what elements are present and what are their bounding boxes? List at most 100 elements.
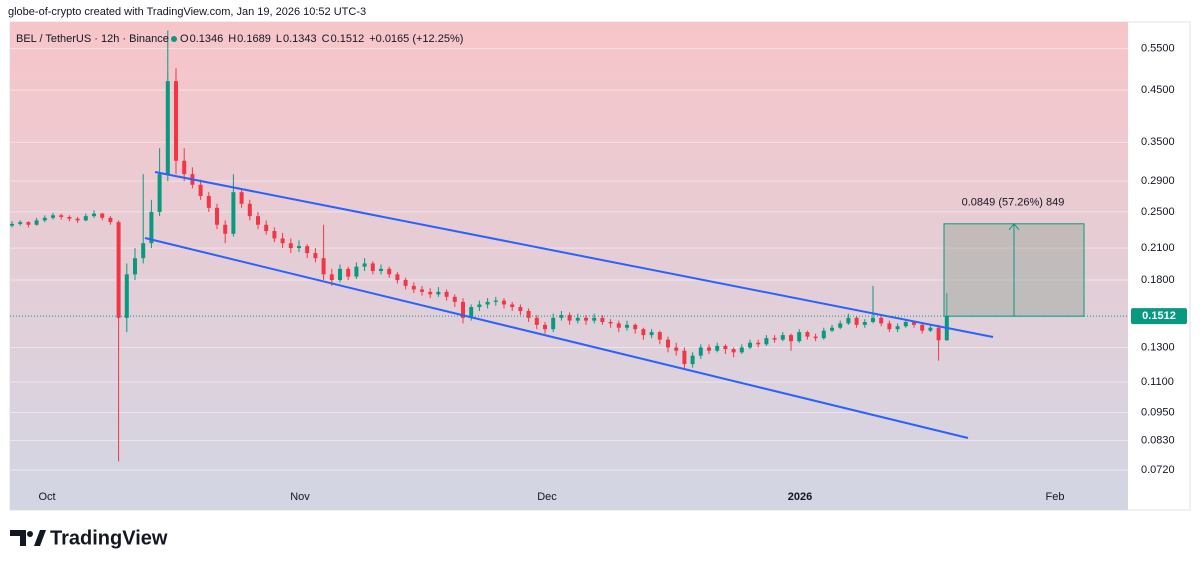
candle-body (51, 215, 55, 218)
candle-body (461, 301, 465, 318)
candle-body (854, 317, 859, 325)
candle-body (428, 291, 433, 295)
candle-body (182, 160, 187, 175)
legend-value: 0.1343 (283, 33, 317, 45)
candle-body (903, 322, 908, 327)
symbol: BEL / TetherUS · 12h · Binance (16, 33, 169, 45)
candle-body (362, 263, 367, 267)
x-tick-label: Dec (537, 491, 557, 503)
candle-body (493, 300, 498, 302)
candle-body (657, 332, 662, 340)
candle-body (534, 317, 539, 325)
candle-body (444, 291, 449, 297)
candle-body (157, 174, 162, 212)
measure-arrowhead (1008, 223, 1020, 231)
candle-body (502, 300, 506, 305)
candle-body (59, 215, 64, 217)
candle-body (165, 81, 170, 175)
grid (10, 47, 1128, 471)
candle-body (403, 280, 408, 286)
candle-body (288, 243, 293, 249)
candle-body (715, 345, 720, 351)
candle-body (764, 338, 769, 345)
channel-lower (144, 237, 969, 439)
candle-body (141, 243, 146, 259)
candle-body (34, 220, 39, 225)
x-tick-label: Feb (1046, 491, 1065, 503)
candle-body (928, 327, 933, 331)
brand-logo: TradingView (10, 527, 168, 549)
candle-body (108, 217, 113, 223)
candle-body (469, 307, 474, 318)
candle-body (92, 213, 96, 217)
candle-body (247, 203, 252, 217)
candle-body (395, 274, 400, 281)
candle-body (920, 324, 925, 331)
candle-body (149, 211, 154, 244)
last-price-label: 0.1512 (1142, 310, 1176, 322)
candle-body (223, 224, 228, 234)
candle-body (264, 224, 269, 232)
candle-body (936, 327, 941, 341)
candle-body (789, 335, 793, 342)
candle-body (370, 263, 375, 272)
legend-value: 0.1689 (237, 33, 271, 45)
candle-body (813, 336, 818, 339)
y-tick-label: 0.1800 (1141, 274, 1175, 286)
candle-body (26, 222, 31, 225)
y-tick-label: 0.1300 (1141, 341, 1175, 353)
y-tick-label: 0.5500 (1141, 42, 1175, 54)
candle-body (10, 223, 14, 226)
candle-body (748, 342, 752, 348)
x-tick-label: 2026 (788, 491, 812, 503)
candle-body (649, 332, 654, 336)
plot-background (10, 22, 1128, 488)
candle-body (124, 274, 129, 318)
legend-change: +0.0165 (+12.25%) (369, 33, 463, 45)
legend-key: L (276, 33, 282, 45)
candle-body (707, 347, 711, 351)
candle-body (797, 332, 802, 342)
last-price-box (1131, 308, 1187, 325)
candle-body (600, 317, 605, 323)
candle-body (338, 268, 342, 281)
candle-body (821, 330, 826, 339)
candle-body (739, 347, 744, 353)
candle-body (666, 339, 670, 348)
legend-key: O (180, 33, 189, 45)
candle-body (18, 222, 23, 224)
candle-body (452, 296, 457, 302)
candle-body (42, 217, 47, 221)
candle-body (518, 307, 523, 312)
y-tick-label: 0.1100 (1141, 376, 1174, 388)
candle-body (887, 323, 892, 330)
y-tick-label: 0.3500 (1141, 136, 1175, 148)
y-tick-label: 0.0950 (1141, 406, 1175, 418)
candle-body (116, 222, 121, 318)
candle-body (354, 266, 359, 277)
legend-value: 0.1346 (190, 33, 224, 45)
candles (10, 30, 949, 462)
candle-body (313, 253, 318, 259)
x-tick-label: Oct (38, 491, 55, 503)
logo-mark (34, 530, 46, 546)
candle-body (329, 274, 334, 281)
candle-body (723, 345, 728, 350)
candle-body (272, 231, 277, 239)
candle-body (551, 317, 556, 330)
y-tick-label: 0.0720 (1141, 464, 1175, 476)
candle-body (608, 322, 613, 324)
candle-body (67, 216, 72, 219)
candle-body (682, 350, 687, 365)
candle-body (543, 324, 547, 330)
candle-body (231, 192, 236, 234)
candle-body (616, 323, 621, 328)
brand: TradingView (50, 527, 168, 549)
logo-dot (27, 531, 33, 537)
legend: BEL / TetherUS · 12h · Binance O 0.1346 H 0… (16, 33, 463, 45)
candle-body (133, 258, 137, 275)
candle-body (756, 342, 761, 345)
candle-body (206, 195, 211, 208)
candle-body (731, 349, 736, 353)
